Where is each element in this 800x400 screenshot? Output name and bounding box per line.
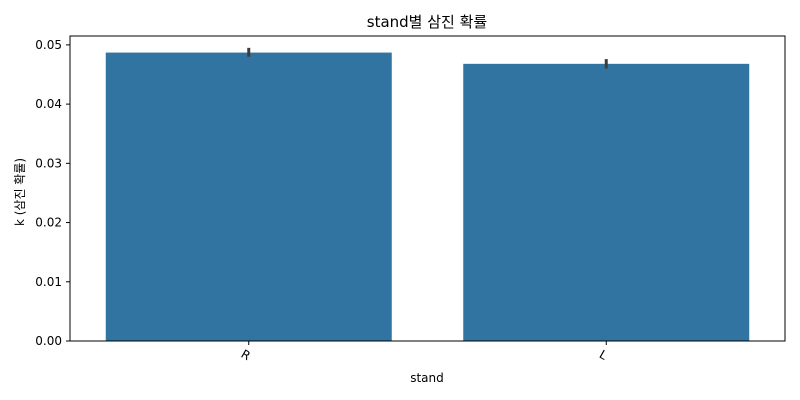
axes-frame: [69, 35, 786, 342]
y-tick-label: 0.02: [35, 216, 62, 230]
y-tick-label: 0.03: [35, 156, 62, 170]
x-tick-label-R: R: [239, 347, 253, 363]
bar-L: [463, 63, 750, 341]
y-tick-label: 0.04: [35, 97, 62, 111]
bar-R: [105, 52, 392, 342]
y-tick-label: 0.00: [35, 334, 62, 348]
plot-area: R L 0.00 0.01 0.02 0.03 0.04 0.05: [35, 35, 786, 363]
y-tick-label: 0.01: [35, 275, 62, 289]
x-tick-label-L: L: [597, 347, 610, 363]
y-axis-label: k (삼진 확률): [13, 158, 27, 226]
x-axis-label: stand: [410, 371, 444, 385]
y-tick-label: 0.05: [35, 38, 62, 52]
chart-title: stand별 삼진 확률: [367, 13, 488, 31]
